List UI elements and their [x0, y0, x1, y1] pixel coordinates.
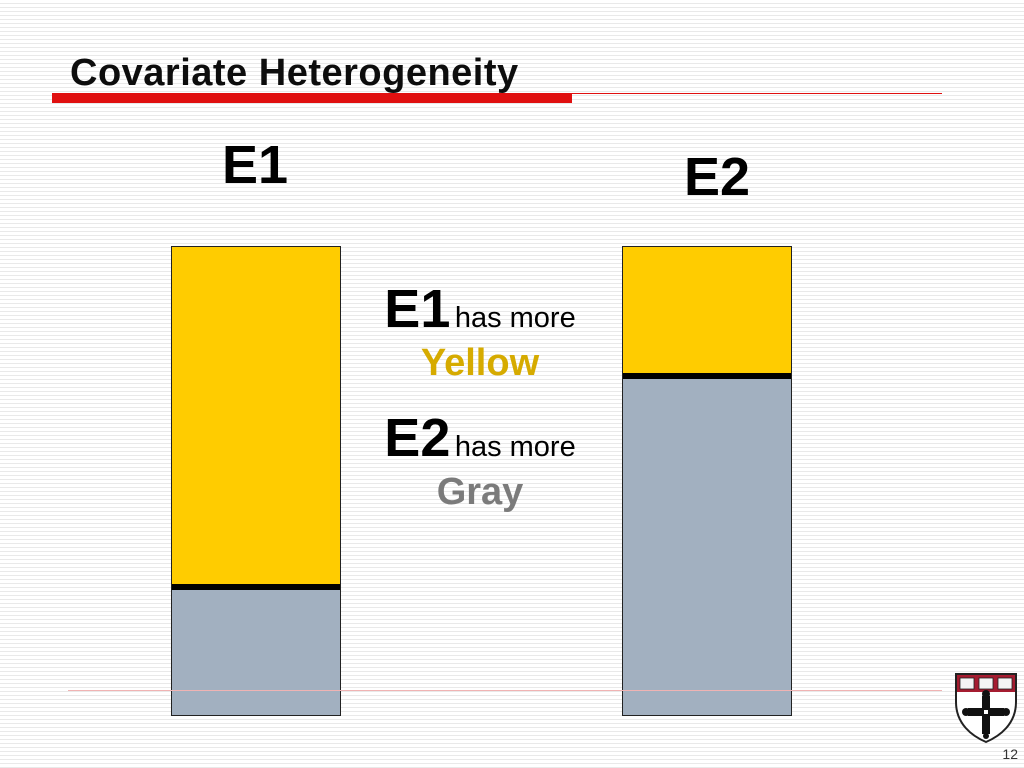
comparison-first-phrase: has more	[454, 302, 576, 334]
footer-divider	[68, 690, 942, 691]
stacked-bar-e2	[622, 246, 792, 716]
slide-title: Covariate Heterogeneity	[70, 52, 519, 94]
stacked-bar-e1	[171, 246, 341, 716]
title-underline-thick	[52, 93, 572, 103]
bar-segment-gray	[172, 590, 340, 715]
comparison-second-color: Gray	[436, 471, 524, 513]
bar-divider	[623, 373, 791, 379]
comparison-second-phrase: has more	[454, 431, 576, 463]
comparison-first-color: Yellow	[420, 342, 540, 384]
title-underline-thin	[572, 93, 942, 94]
env-label-e1: E1	[222, 135, 289, 195]
bar-segment-yellow	[623, 247, 791, 373]
bar-segment-yellow	[172, 247, 340, 584]
comparison-text: E1 has more Yellow E2 has more Gray	[350, 278, 610, 514]
bar-segment-gray	[623, 379, 791, 715]
env-label-e2: E2	[684, 147, 751, 207]
comparison-first: E1 has more Yellow	[350, 278, 610, 385]
comparison-first-env: E1	[384, 279, 451, 339]
comparison-second-env: E2	[384, 408, 451, 468]
bar-divider	[172, 584, 340, 590]
comparison-second: E2 has more Gray	[350, 407, 610, 514]
harvard-shield-icon	[955, 673, 1017, 744]
page-number: 12	[1002, 746, 1018, 762]
